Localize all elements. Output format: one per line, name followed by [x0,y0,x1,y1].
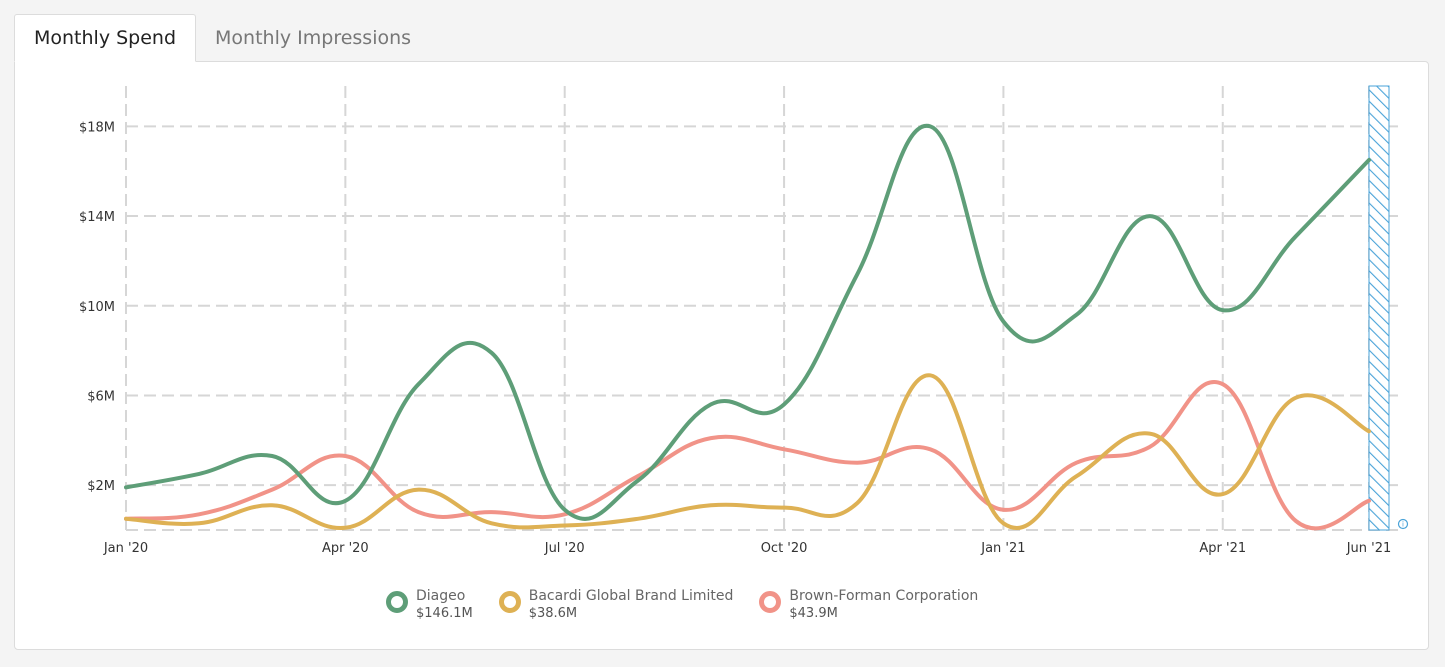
legend-marker-bacardi [498,591,521,613]
y-axis: $2M $6M $10M $14M $18M [79,120,115,494]
legend-label: Diageo [416,588,466,604]
y-tick-label: $14M [79,210,115,225]
legend-item-brown-forman[interactable]: Brown-Forman Corporation $43.9M [759,588,978,622]
svg-text:i: i [1402,521,1404,529]
chart-card [14,61,1429,650]
legend-label: Bacardi Global Brand Limited [528,588,734,604]
legend-marker-brown-forman [759,591,782,613]
series-line-diageo[interactable] [124,123,1371,521]
x-tick-label: Jan '21 [980,541,1025,556]
legend-label: Brown-Forman Corporation [789,588,979,604]
x-axis: Jan '20 Apr '20 Jul '20 Oct '20 Jan '21 Apr '… [103,541,1391,556]
info-icon[interactable]: i [1397,518,1409,530]
legend-total: $43.9M [789,606,838,621]
chart-legend: Diageo $146.1M Bacardi Global Brand Limi… [386,588,978,622]
y-tick-label: $2M [87,479,115,494]
legend-item-bacardi[interactable]: Bacardi Global Brand Limited $38.6M [498,588,734,622]
x-tick-label: Apr '21 [1199,541,1246,556]
y-tick-label: $18M [79,120,115,135]
series-lines [124,123,1371,531]
x-tick-label: Jul '20 [544,541,585,556]
y-tick-label: $6M [87,389,115,404]
x-tick-label: Apr '20 [322,541,369,556]
tab-monthly-impressions[interactable]: Monthly Impressions [215,27,412,49]
tab-bar: Monthly Spend Monthly Impressions [14,14,430,62]
x-tick-label: Jun '21 [1346,541,1392,556]
x-tick-label: Jan '20 [103,541,148,556]
partial-period-band [1368,85,1390,531]
x-tick-label: Oct '20 [761,541,808,556]
legend-item-diageo[interactable]: Diageo $146.1M [386,588,473,622]
y-tick-label: $10M [79,300,115,315]
series-line-bacardi-global-brand-limited[interactable] [124,373,1371,531]
series-line-brown-forman-corporation[interactable] [124,380,1371,531]
tab-monthly-spend[interactable]: Monthly Spend [14,14,197,62]
legend-total: $146.1M [416,606,473,621]
legend-total: $38.6M [528,606,578,621]
line-chart: $2M $6M $10M $14M $18M Jan '20 Apr '20 Jul '20… [79,85,1409,556]
legend-marker-diageo [386,591,408,613]
